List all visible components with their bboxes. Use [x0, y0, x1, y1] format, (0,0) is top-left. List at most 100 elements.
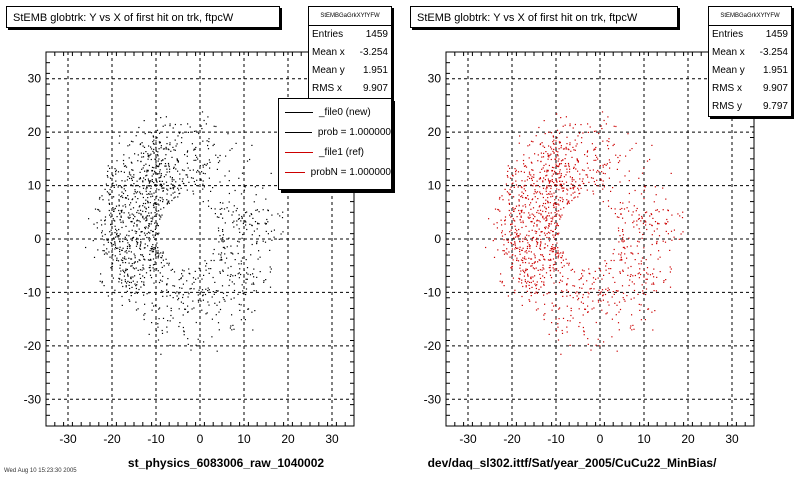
scatter-point	[597, 338, 599, 340]
scatter-point	[564, 165, 566, 167]
scatter-point	[611, 318, 613, 320]
scatter-point	[236, 220, 238, 222]
scatter-point	[149, 250, 151, 252]
scatter-point	[135, 285, 137, 287]
scatter-point	[577, 170, 579, 172]
scatter-point	[246, 160, 249, 162]
scatter-point	[127, 280, 129, 282]
scatter-point	[509, 214, 511, 216]
scatter-point	[193, 130, 196, 132]
scatter-point	[139, 193, 142, 195]
scatter-point	[193, 181, 195, 183]
scatter-point	[566, 295, 568, 297]
scatter-point	[142, 275, 144, 277]
scatter-point	[142, 217, 144, 219]
scatter-point	[566, 305, 568, 307]
scatter-point	[575, 145, 577, 147]
scatter-point	[595, 130, 597, 132]
scatter-point	[514, 242, 516, 244]
scatter-point	[556, 252, 558, 254]
scatter-point	[590, 287, 592, 290]
scatter-point	[636, 220, 638, 222]
scatter-point	[128, 299, 130, 301]
scatter-point	[187, 176, 189, 178]
scatter-point	[641, 217, 643, 219]
scatter-point	[171, 177, 173, 179]
scatter-point	[121, 249, 123, 251]
scatter-point	[203, 186, 205, 188]
scatter-point	[602, 294, 604, 296]
scatter-point	[550, 153, 552, 155]
scatter-point	[547, 259, 550, 261]
scatter-point	[651, 213, 653, 216]
scatter-point	[132, 207, 135, 209]
scatter-point	[149, 264, 151, 267]
scatter-point	[522, 247, 524, 249]
scatter-point	[527, 216, 529, 218]
scatter-point	[119, 219, 121, 221]
scatter-point	[150, 148, 153, 150]
scatter-point	[531, 179, 533, 181]
scatter-point	[108, 251, 110, 253]
scatter-point	[173, 285, 176, 287]
scatter-point	[552, 267, 554, 269]
scatter-point	[182, 283, 184, 285]
scatter-point	[218, 216, 220, 218]
scatter-point	[621, 207, 623, 210]
scatter-point	[549, 264, 551, 267]
scatter-point	[181, 273, 183, 275]
scatter-point	[238, 272, 240, 274]
scatter-point	[607, 144, 609, 147]
scatter-point	[104, 216, 107, 218]
scatter-point	[585, 174, 587, 176]
scatter-point	[587, 311, 589, 313]
scatter-point	[632, 222, 634, 224]
scatter-point	[206, 140, 208, 142]
scatter-point	[542, 217, 544, 219]
scatter-point	[608, 177, 610, 179]
scatter-point	[121, 304, 123, 306]
scatter-point	[673, 236, 675, 238]
scatter-point	[192, 169, 194, 171]
scatter-point	[528, 281, 531, 283]
scatter-point	[280, 233, 282, 235]
scatter-point	[604, 173, 606, 175]
scatter-point	[530, 251, 532, 253]
scatter-point	[116, 257, 118, 259]
scatter-point	[646, 272, 648, 274]
scatter-point	[593, 159, 595, 161]
scatter-point	[206, 312, 208, 314]
scatter-point	[567, 278, 569, 280]
scatter-point	[624, 175, 626, 177]
scatter-point	[544, 259, 546, 261]
scatter-point	[536, 224, 538, 226]
scatter-point	[126, 252, 128, 254]
scatter-point	[123, 258, 125, 260]
scatter-point	[511, 248, 513, 250]
scatter-point	[167, 200, 169, 202]
scatter-point	[653, 201, 655, 203]
scatter-point	[515, 184, 518, 186]
scatter-point	[197, 169, 199, 172]
scatter-point	[167, 278, 169, 280]
scatter-point	[659, 256, 661, 258]
scatter-point	[254, 221, 257, 223]
scatter-point	[148, 156, 150, 158]
scatter-point	[517, 247, 519, 249]
scatter-point	[139, 221, 141, 223]
scatter-point	[161, 257, 163, 259]
scatter-point	[239, 309, 241, 311]
stats-row-rms-y: RMS y 9.797	[712, 101, 788, 112]
scatter-point	[552, 136, 555, 138]
scatter-point	[235, 142, 237, 144]
stats-row-mean-x: Mean x -3.254	[712, 47, 788, 58]
scatter-point	[156, 210, 158, 212]
scatter-point	[682, 211, 684, 213]
scatter-point	[631, 329, 633, 331]
scatter-point	[592, 190, 594, 192]
scatter-point	[113, 196, 115, 198]
scatter-point	[213, 293, 215, 295]
y-tick-label: 30	[28, 72, 42, 86]
scatter-point	[605, 269, 607, 271]
scatter-point	[237, 273, 239, 275]
